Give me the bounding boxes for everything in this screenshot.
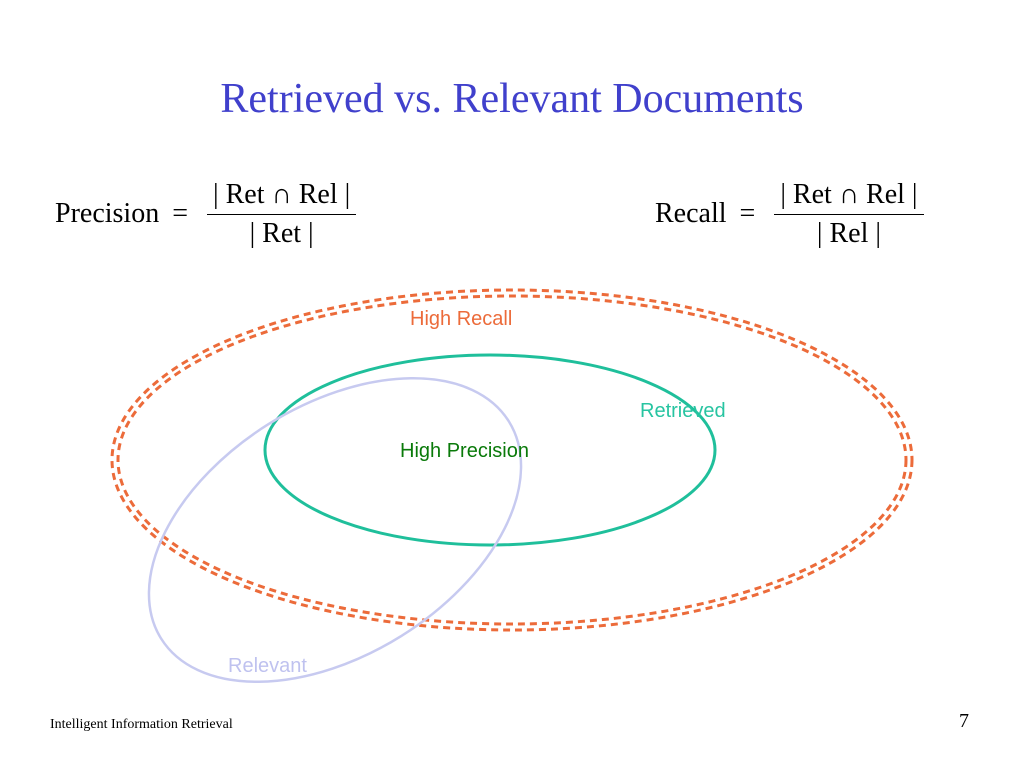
footer-page-number: 7 (959, 710, 969, 733)
label-relevant: Relevant (228, 655, 307, 678)
slide: Retrieved vs. Relevant Documents Precisi… (0, 0, 1024, 768)
footer-course-title: Intelligent Information Retrieval (50, 717, 233, 733)
label-retrieved: Retrieved (640, 400, 726, 423)
venn-diagram (0, 0, 1024, 768)
label-high-precision: High Precision (400, 440, 529, 463)
label-high-recall: High Recall (410, 308, 512, 331)
